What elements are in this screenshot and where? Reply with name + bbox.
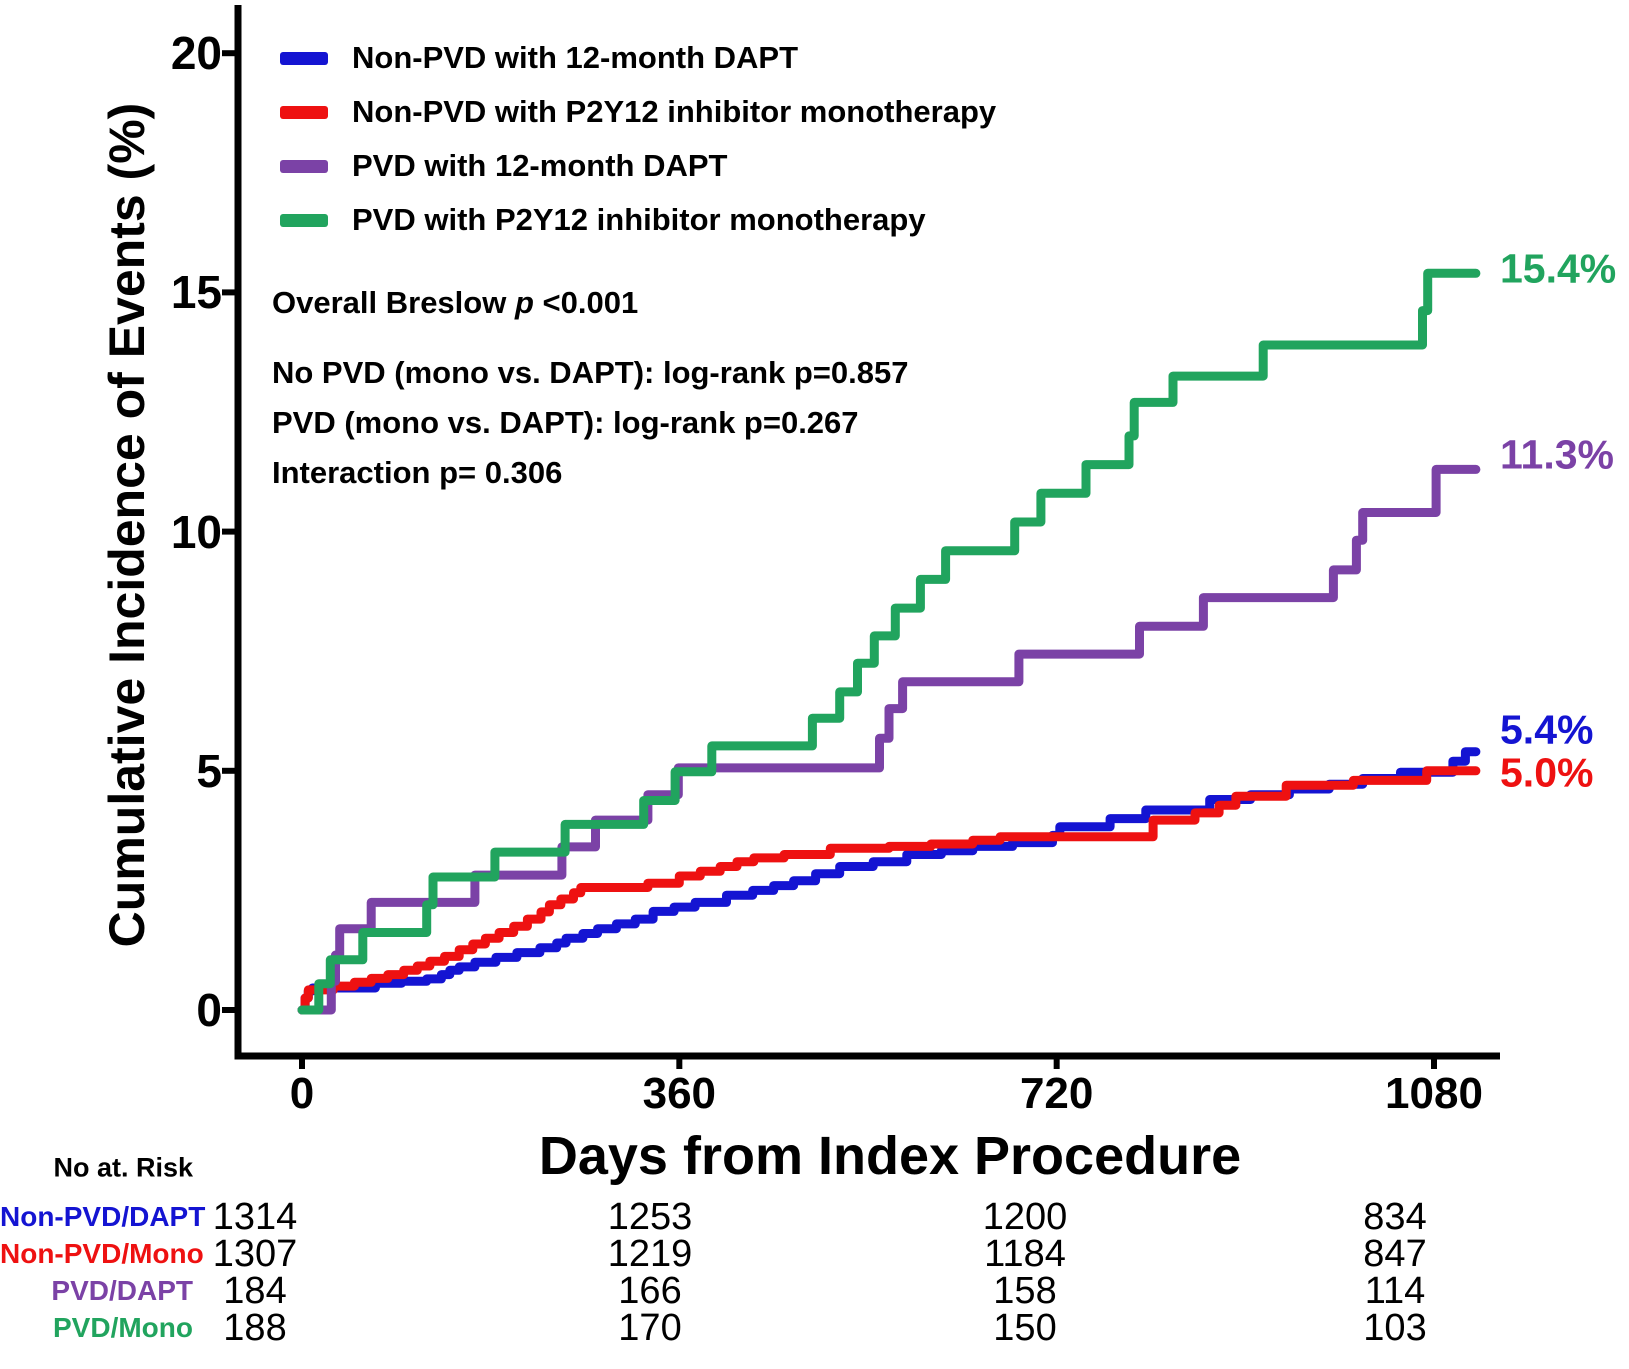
legend-swatch-pvd_dapt <box>280 160 328 173</box>
risk-row-label-3: PVD/DAPT <box>51 1275 193 1306</box>
end-label-nonpvd_mono: 5.0% <box>1500 749 1594 796</box>
y-tick-label: 10 <box>170 505 222 558</box>
risk-row-label-4: PVD/Mono <box>53 1312 193 1343</box>
legend-swatch-nonpvd_dapt <box>280 52 328 65</box>
risk-value: 166 <box>618 1270 682 1312</box>
risk-value: 834 <box>1363 1196 1427 1238</box>
x-tick-label: 720 <box>1019 1069 1094 1118</box>
stats-text-part: PVD (mono vs. DAPT): log-rank p=0.267 <box>272 405 859 440</box>
x-tick-label: 0 <box>289 1069 315 1118</box>
stats-line-1: Overall Breslow p <0.001 <box>272 285 638 321</box>
y-tick-label: 15 <box>170 266 222 319</box>
risk-value: 847 <box>1363 1233 1427 1275</box>
y-tick-label: 5 <box>196 744 222 797</box>
risk-value: 1314 <box>212 1196 298 1238</box>
risk-value: 114 <box>1364 1270 1426 1312</box>
legend-label-nonpvd_mono: Non-PVD with P2Y12 inhibitor monotherapy <box>352 94 997 129</box>
risk-value: 1184 <box>984 1233 1066 1275</box>
stats-text-part: Interaction p= 0.306 <box>272 455 563 490</box>
x-tick-label: 1080 <box>1385 1069 1483 1118</box>
x-tick-label: 360 <box>642 1069 717 1118</box>
risk-value: 1219 <box>607 1233 693 1275</box>
risk-value: 1200 <box>982 1196 1068 1238</box>
stats-text-part: Overall Breslow <box>272 285 515 320</box>
legend-label-pvd_dapt: PVD with 12-month DAPT <box>352 148 728 183</box>
y-tick-label: 20 <box>170 27 222 80</box>
risk-row-label-2: Non-PVD/Mono <box>0 1238 204 1269</box>
end-label-nonpvd_dapt: 5.4% <box>1500 706 1594 753</box>
risk-value: 158 <box>993 1270 1057 1312</box>
risk-value: 103 <box>1363 1307 1427 1349</box>
risk-value: 1307 <box>212 1233 298 1275</box>
stats-line-2: No PVD (mono vs. DAPT): log-rank p=0.857 <box>272 355 908 391</box>
stats-line-3: PVD (mono vs. DAPT): log-rank p=0.267 <box>272 405 859 441</box>
risk-value: 188 <box>223 1307 287 1349</box>
legend-swatch-nonpvd_mono <box>280 106 328 119</box>
series-line-nonpvd_mono <box>297 766 1481 1015</box>
risk-value: 150 <box>993 1307 1057 1349</box>
stats-text-part: No PVD (mono vs. DAPT): log-rank p=0.857 <box>272 355 909 390</box>
legend-label-nonpvd_dapt: Non-PVD with 12-month DAPT <box>352 40 799 75</box>
legend-label-pvd_mono: PVD with P2Y12 inhibitor monotherapy <box>352 202 926 237</box>
legend-swatch-pvd_mono <box>280 214 328 227</box>
series-line-nonpvd_dapt <box>297 747 1481 1015</box>
stats-line-4: Interaction p= 0.306 <box>272 455 562 491</box>
stats-text-part: <0.001 <box>533 285 639 320</box>
series-line-pvd_dapt <box>297 464 1481 1015</box>
risk-value: 1253 <box>607 1196 693 1238</box>
x-axis-title: Days from Index Procedure <box>538 1126 1242 1186</box>
end-label-pvd_dapt: 11.3% <box>1500 431 1614 478</box>
y-tick-label: 0 <box>196 984 222 1036</box>
risk-row-label-1: Non-PVD/DAPT <box>0 1201 206 1232</box>
risk-value: 170 <box>618 1307 682 1349</box>
risk-value: 184 <box>223 1270 287 1312</box>
risk-table-header: No at. Risk <box>53 1152 193 1183</box>
end-label-pvd_mono: 15.4% <box>1500 245 1617 292</box>
series-line-pvd_mono <box>297 268 1481 1015</box>
stats-text-part: p <box>514 285 534 320</box>
